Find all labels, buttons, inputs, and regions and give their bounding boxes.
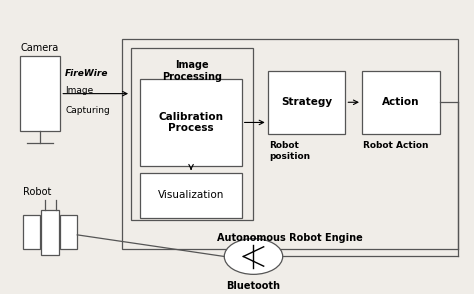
Text: Bluetooth: Bluetooth [227, 281, 281, 291]
Bar [362, 71, 439, 134]
Bar [140, 173, 242, 218]
Text: Strategy: Strategy [281, 97, 332, 107]
Text: Visualization: Visualization [158, 190, 224, 200]
Bar [121, 39, 458, 249]
Text: FireWire: FireWire [65, 69, 109, 78]
Bar [20, 56, 60, 131]
Bar [60, 215, 77, 249]
Text: Calibration
Process: Calibration Process [159, 112, 224, 133]
Text: Camera: Camera [20, 43, 58, 53]
Bar [23, 215, 39, 249]
Text: Image: Image [65, 86, 93, 95]
Bar [140, 79, 242, 166]
Text: Capturing: Capturing [65, 106, 110, 116]
Text: Robot
position: Robot position [269, 141, 310, 161]
Text: Image
Processing: Image Processing [162, 61, 222, 82]
Text: Autonomous Robot Engine: Autonomous Robot Engine [217, 233, 363, 243]
Bar [131, 48, 254, 220]
Text: Robot Action: Robot Action [363, 141, 429, 150]
Text: Robot: Robot [23, 187, 51, 197]
Bar [268, 71, 346, 134]
Bar [41, 211, 59, 255]
Circle shape [224, 239, 283, 274]
Text: Action: Action [382, 97, 419, 107]
